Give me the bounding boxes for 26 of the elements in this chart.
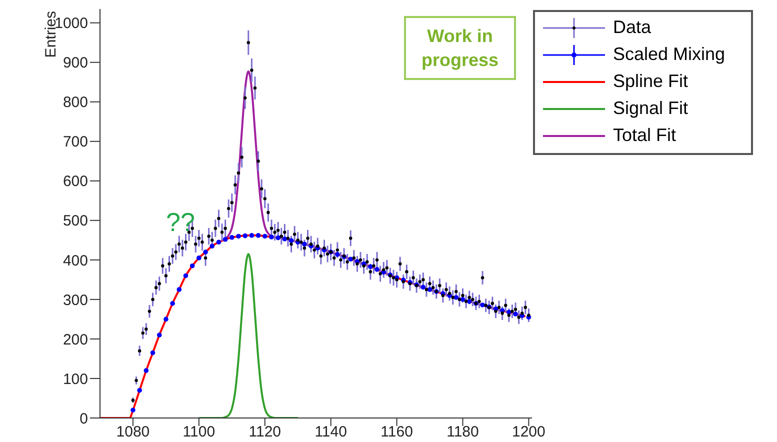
legend-label: Spline Fit [613,71,688,92]
y-tick-label: 300 [62,292,88,309]
x-tick-label: 1080 [116,424,150,441]
legend-label: Data [613,17,652,38]
annotation: ?? [166,207,195,237]
x-tick-label: 1100 [182,424,216,441]
x-tick-label: 1140 [314,424,347,441]
y-tick-label: 100 [62,370,88,388]
y-tick-label: 1000 [54,15,88,32]
x-tick-label: 1200 [512,424,546,441]
y-tick-label: 400 [62,252,88,270]
y-tick-label: 0 [80,410,88,428]
annotation: Work in progress [404,16,516,80]
legend-label: Scaled Mixing [613,44,726,65]
y-tick-label: 600 [62,173,88,190]
x-tick-label: 1180 [446,424,479,441]
y-tick-label: 500 [62,212,88,230]
legend-label: Total Fit [613,125,676,146]
x-tick-label: 1160 [380,424,413,441]
y-tick-label: 800 [62,94,88,112]
line-series [198,253,299,418]
y-tick-label: 700 [62,134,88,151]
x-tick-label: 1120 [248,424,282,441]
y-tick-label: 200 [62,331,88,348]
y-tick-label: 900 [62,54,88,72]
legend-label: Signal Fit [613,98,688,119]
